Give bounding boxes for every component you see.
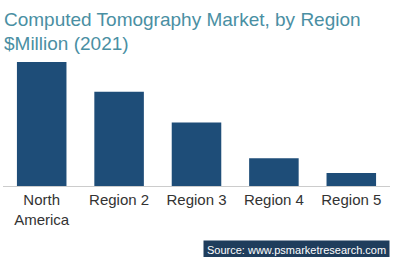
svg-text:Region 4: Region 4 xyxy=(244,191,304,208)
svg-text:Source: www.psmarketresearch.c: Source: www.psmarketresearch.com xyxy=(207,244,386,256)
svg-text:Computed Tomography Market, by: Computed Tomography Market, by Region$Mi… xyxy=(4,9,361,55)
svg-text:NorthAmerica: NorthAmerica xyxy=(14,191,70,228)
svg-text:Region 2: Region 2 xyxy=(89,191,149,208)
svg-text:Region 5: Region 5 xyxy=(321,191,381,208)
svg-text:Region 3: Region 3 xyxy=(166,191,226,208)
